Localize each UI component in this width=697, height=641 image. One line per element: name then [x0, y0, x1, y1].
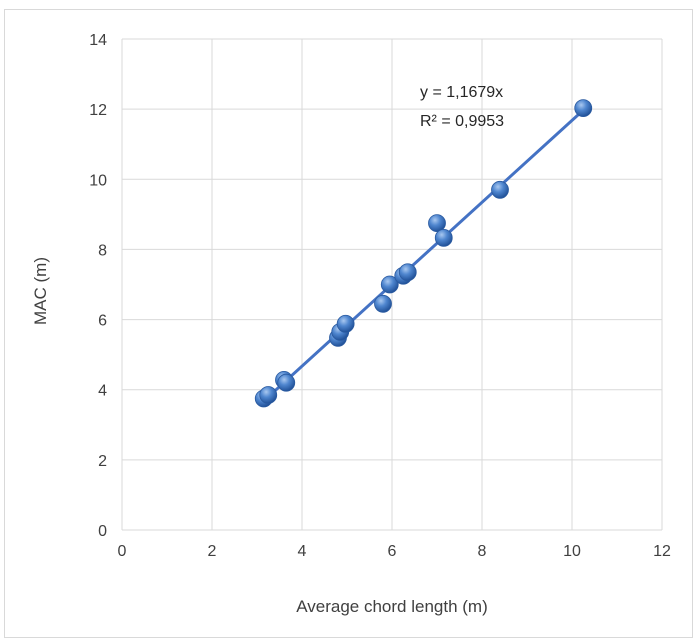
data-point: [374, 294, 392, 313]
data-point: [574, 99, 593, 117]
y-tick-label: 2: [98, 453, 107, 470]
trendline-equation: y = 1,1679x: [420, 84, 503, 101]
x-tick-label: 4: [298, 543, 307, 560]
data-point: [428, 214, 446, 233]
gridlines: [121, 38, 663, 531]
y-tick-label: 14: [89, 32, 107, 49]
data-point: [336, 314, 355, 333]
x-tick-label: 10: [563, 543, 581, 560]
data-point: [380, 275, 399, 294]
trendline-r-squared: R² = 0,9953: [420, 113, 504, 130]
x-tick-label: 6: [388, 543, 397, 560]
data-points: [254, 99, 593, 408]
y-tick-label: 12: [89, 102, 107, 119]
data-point: [259, 386, 278, 404]
y-axis-title: MAC (m): [31, 257, 50, 325]
x-tick-label: 12: [653, 543, 671, 560]
data-point: [398, 263, 417, 282]
x-tick-label: 8: [478, 543, 487, 560]
x-tick-labels: 0 2 4 6 8 10 12: [118, 543, 671, 560]
y-tick-label: 10: [89, 172, 107, 189]
y-tick-label: 6: [98, 313, 107, 330]
data-point: [277, 373, 296, 392]
data-point: [491, 180, 509, 199]
y-tick-labels: 0 2 4 6 8 10 12 14: [89, 32, 107, 540]
trendline: [264, 107, 587, 401]
trendline-group: [264, 107, 587, 401]
y-tick-label: 4: [98, 383, 107, 400]
x-tick-label: 0: [118, 543, 127, 560]
y-tick-label: 0: [98, 523, 107, 540]
data-point: [434, 228, 453, 247]
x-tick-label: 2: [208, 543, 217, 560]
y-tick-label: 8: [98, 242, 107, 259]
x-axis-title: Average chord length (m): [296, 597, 488, 616]
